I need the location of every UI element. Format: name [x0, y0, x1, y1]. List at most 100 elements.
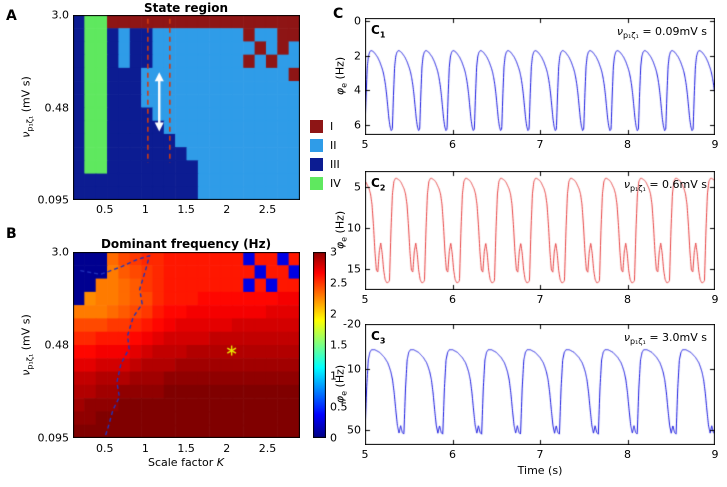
tick-label: 2	[330, 307, 337, 321]
ylabel-units: (Hz)	[333, 56, 347, 83]
c1-annotation: νp₁ζ₁ = 0.09mV s	[617, 25, 707, 40]
nu-symbol: ν	[623, 178, 630, 191]
legend-label-region-3: III	[330, 158, 340, 171]
tick-label: 2	[223, 203, 231, 216]
tick-label: 0.095	[37, 431, 70, 445]
panel-a-letter: A	[6, 8, 17, 24]
tick-label: 6	[449, 293, 456, 306]
annotation-value: = 0.09mV s	[638, 25, 707, 38]
legend-swatch-region-3	[310, 158, 323, 171]
tick-label: 9	[711, 138, 719, 151]
nu-subscript: p₁ζ₁	[622, 31, 639, 41]
legend-item-region-2: II	[310, 136, 341, 155]
state-region-legend: I II III IV	[310, 117, 341, 193]
tick-label: 10	[347, 221, 361, 235]
phi-subscript: e	[339, 82, 349, 88]
c3-annotation: νp₁ζ₁ = 3.0mV s	[624, 331, 707, 346]
tick-label: 6	[449, 448, 456, 461]
tick-label: 0.48	[44, 101, 70, 114]
c2-waveform-plot	[365, 171, 715, 290]
tick-label: 1.5	[177, 442, 195, 455]
c-label-sub: 1	[379, 30, 386, 40]
tick-label: 1	[330, 369, 337, 383]
colorbar	[313, 252, 326, 438]
tick-label: 0.095	[37, 193, 70, 207]
phi-subscript: e	[339, 390, 349, 396]
c3-panel-label: C3	[371, 329, 385, 345]
c3-xlabel: Time (s)	[517, 464, 563, 477]
c-label-sub: 3	[379, 336, 386, 346]
ylabel-units: (mV s)	[19, 76, 33, 116]
tick-label: 5	[354, 180, 361, 194]
c-label-main: C	[371, 23, 380, 37]
panel-b-xlabel: Scale factor K	[148, 456, 224, 469]
ylabel-units: (mV s)	[19, 314, 33, 354]
legend-swatch-region-4	[310, 177, 323, 190]
tick-label: 7	[536, 293, 544, 306]
nu-subscript: p₁ζ₁	[25, 115, 35, 132]
tick-label: 0.48	[44, 338, 70, 352]
tick-label: 4	[354, 83, 361, 97]
legend-swatch-region-2	[310, 139, 323, 152]
tick-label: 7	[536, 448, 544, 461]
annotation-value: = 0.6mV s	[645, 178, 707, 191]
panel-b-title: Dominant frequency (Hz)	[100, 237, 272, 251]
c1-panel-label: C1	[371, 23, 385, 39]
tick-label: 5	[361, 293, 369, 306]
panel-b-letter: B	[6, 226, 17, 242]
tick-label: -20	[343, 317, 361, 331]
c-label-main: C	[371, 176, 380, 190]
panel-a-ylabel: νp₁ζ₁ (mV s)	[19, 76, 34, 138]
tick-label: 1.5	[330, 338, 348, 352]
c2-annotation: νp₁ζ₁ = 0.6mV s	[624, 178, 707, 193]
tick-label: 15	[347, 262, 361, 276]
legend-swatch-region-1	[310, 120, 323, 133]
nu-symbol: ν	[19, 369, 33, 376]
c3-waveform-plot	[365, 324, 715, 445]
legend-label-region-4: IV	[330, 177, 341, 190]
tick-label: 1.5	[177, 203, 195, 216]
tick-label: 9	[711, 293, 719, 306]
tick-label: 0.5	[95, 442, 114, 455]
nu-symbol: ν	[623, 331, 630, 344]
nu-subscript: p₁ζ₁	[629, 184, 646, 194]
nu-symbol: ν	[616, 25, 623, 38]
tick-label: 50	[347, 423, 361, 437]
tick-label: 0.5	[95, 203, 114, 216]
tick-label: 3	[330, 245, 337, 259]
tick-label: 2.5	[258, 442, 277, 455]
nu-subscript: p₁ζ₁	[25, 353, 35, 370]
c-label-main: C	[371, 329, 380, 343]
tick-label: 2	[223, 442, 231, 455]
c-label-sub: 2	[379, 183, 386, 193]
legend-label-region-2: II	[330, 139, 337, 152]
annotation-value: = 3.0mV s	[645, 331, 707, 344]
xlabel-text: Scale factor	[147, 456, 217, 469]
ylabel-units: (Hz)	[333, 210, 347, 237]
tick-label: 1	[141, 442, 149, 455]
tick-label: 8	[624, 293, 631, 306]
tick-label: 10	[347, 362, 361, 376]
tick-label: 2	[354, 49, 361, 63]
tick-label: 8	[624, 448, 631, 461]
tick-label: 0	[330, 431, 337, 445]
panel-a-title: State region	[143, 1, 229, 15]
tick-label: 3.0	[51, 8, 70, 22]
c1-waveform-plot	[365, 18, 715, 135]
tick-label: 6	[354, 118, 361, 132]
panel-b-ylabel: νp₁ζ₁ (mV s)	[19, 314, 34, 376]
legend-item-region-4: IV	[310, 174, 341, 193]
phi-subscript: e	[339, 236, 349, 242]
tick-label: 0.5	[330, 400, 348, 414]
legend-item-region-3: III	[310, 155, 341, 174]
panel-c-letter: C	[333, 6, 344, 22]
nu-subscript: p₁ζ₁	[629, 337, 646, 347]
tick-label: 1	[141, 203, 149, 216]
tick-label: 2.5	[258, 203, 277, 216]
tick-label: 7	[536, 138, 544, 151]
tick-label: 3.0	[51, 245, 70, 259]
tick-label: 9	[711, 448, 719, 461]
legend-label-region-1: I	[330, 120, 334, 133]
tick-label: 5	[361, 138, 369, 151]
